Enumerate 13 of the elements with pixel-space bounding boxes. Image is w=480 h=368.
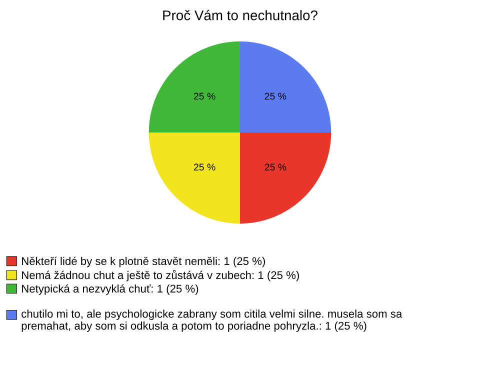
legend-label: chutilo mi to, ale psychologicke zabrany som citila velmi silne. musela som sa premahat, aby som si odkusla a potom to poriadne pohryzla.: 1 (25 %) [22, 310, 402, 332]
chart-title: Proč Vám to nechutnalo? [163, 10, 318, 20]
data-label: 25 % [194, 164, 216, 171]
legend-label: Někteří lidé by se k plotně stavět neměli: 1 (25 %) [22, 256, 265, 268]
data-label: 25 % [264, 164, 286, 171]
legend-label: Nemá žádnou chut a ještě to zůstává v zubech: 1 (25 %) [22, 270, 299, 282]
pie-slice [148, 132, 240, 224]
legend-label: Netypická a nezvyklá chuť: 1 (25 %) [22, 284, 198, 295]
data-label: 25 % [194, 92, 216, 100]
pie-slice [148, 41, 240, 132]
data-label: 25 % [264, 92, 286, 100]
pie-slice [240, 132, 332, 224]
pie-slice [240, 41, 332, 132]
